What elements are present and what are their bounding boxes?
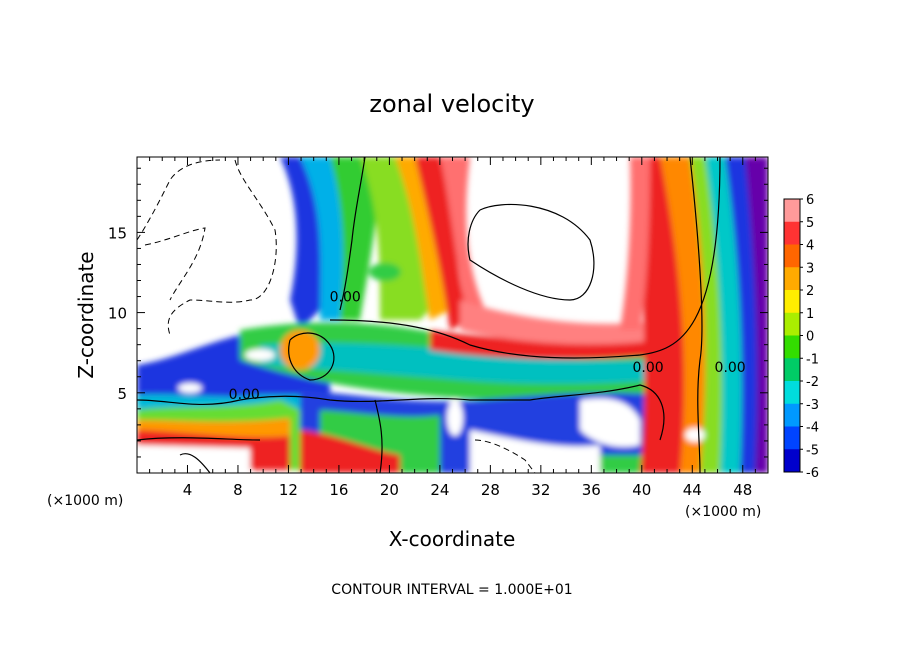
colorbar-label: 2	[806, 284, 814, 299]
contour-interval-note: CONTOUR INTERVAL = 1.000E+01	[331, 582, 572, 598]
x-tick-label: 36	[582, 481, 601, 499]
colorbar-label: -1	[806, 352, 819, 367]
colorbar-label: 3	[806, 261, 814, 276]
colorbar-label: 1	[806, 307, 814, 322]
x-axis-label: X-coordinate	[389, 527, 516, 551]
x-tick-label: 8	[233, 481, 243, 499]
contour-label: 0.00	[330, 289, 361, 305]
x-tick-label: 48	[733, 481, 752, 499]
contour-label: 0.00	[229, 387, 260, 403]
x-axis: 4 8 12 16 20 24 28 32 36 40 44 48	[149, 157, 756, 499]
colorbar-label: -5	[806, 443, 819, 458]
colorbar-swatch	[784, 312, 800, 336]
colorbar-label: -4	[806, 421, 819, 436]
contour-label: 0.00	[633, 360, 664, 376]
y-axis: 5 10 15	[108, 167, 768, 458]
x-tick-label: 40	[632, 481, 651, 499]
x-tick-label: 44	[683, 481, 702, 499]
colorbar-swatch	[784, 290, 800, 314]
colorbar-label: 0	[806, 330, 814, 345]
colorbar-swatch	[784, 426, 800, 450]
x-unit-left: (×1000 m)	[47, 493, 123, 509]
colorbar-label: -2	[806, 375, 819, 390]
velocity-field: 0.00 0.00 0.00 0.00	[137, 157, 768, 473]
x-tick-label: 28	[481, 481, 500, 499]
x-tick-label: 12	[279, 481, 298, 499]
colorbar-label: 6	[806, 193, 814, 208]
colorbar-label: 5	[806, 216, 814, 231]
contour-label: 0.00	[715, 360, 746, 376]
y-axis-label: Z-coordinate	[74, 251, 98, 378]
colorbar-swatch	[784, 335, 800, 359]
colorbar-swatch	[784, 199, 800, 223]
y-tick-label: 15	[108, 224, 127, 242]
x-tick-label: 20	[380, 481, 399, 499]
y-tick-label: 5	[117, 385, 127, 403]
colorbar-swatch	[784, 403, 800, 427]
colorbar-label: -6	[806, 466, 819, 481]
x-unit-right: (×1000 m)	[685, 504, 761, 520]
colorbar-swatch	[784, 449, 800, 473]
y-tick-label: 10	[108, 305, 127, 323]
colorbar-label: -3	[806, 398, 819, 413]
colorbar-swatch	[784, 358, 800, 382]
x-tick-label: 4	[183, 481, 193, 499]
colorbar-label: 4	[806, 239, 814, 254]
colorbar: 6 5 4 3 2 1 0 -1 -2 -3 -4 -5 -6	[783, 193, 819, 481]
contour-labels: 0.00 0.00 0.00 0.00	[229, 289, 746, 403]
colorbar-swatch	[784, 244, 800, 268]
x-tick-label: 16	[329, 481, 348, 499]
colorbar-swatch	[784, 267, 800, 291]
x-tick-label: 24	[430, 481, 449, 499]
x-tick-label: 32	[531, 481, 550, 499]
colorbar-swatch	[784, 221, 800, 245]
chart-title: zonal velocity	[369, 90, 534, 118]
colorbar-swatch	[784, 381, 800, 405]
